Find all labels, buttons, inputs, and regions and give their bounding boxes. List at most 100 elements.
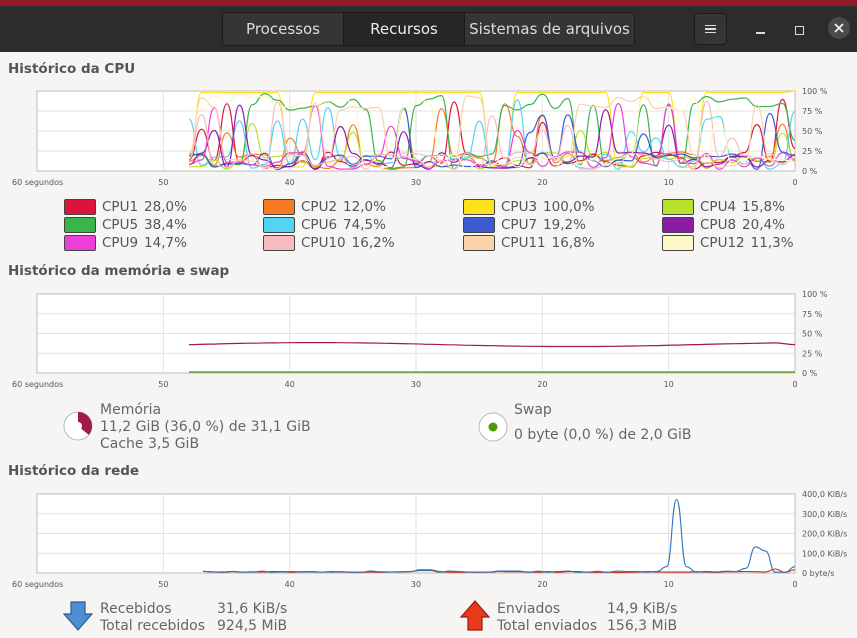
swap-label: Swap [514, 402, 552, 418]
cpu-legend-item[interactable]: CPU8 20,4% [662, 217, 785, 233]
sent-rate: 14,9 KiB/s [607, 601, 678, 617]
x-tick-label: 20 [537, 178, 547, 187]
total-received-label: Total recebidos [100, 618, 206, 634]
color-swatch[interactable] [662, 217, 694, 233]
maximize-button[interactable] [789, 20, 809, 40]
cpu-legend: CPU1 28,0% CPU2 12,0% CPU3 100,0% CPU4 15,8% CPU… [0, 199, 857, 255]
color-swatch[interactable] [463, 199, 495, 215]
cpu-legend-value: 16,8% [551, 235, 595, 251]
menu-button[interactable] [694, 13, 727, 45]
y-tick-label: 50 % [802, 330, 823, 339]
y-tick-label: 0 % [802, 167, 818, 176]
network-history-title: Histórico da rede [8, 463, 140, 479]
cpu-legend-label: CPU11 [501, 235, 546, 251]
y-tick-label: 75 % [802, 310, 823, 319]
total-received-value: 924,5 MiB [217, 618, 288, 634]
received-series-line [202, 498, 796, 573]
sent-values: 14,9 KiB/s 156,3 MiB [607, 601, 677, 635]
x-tick-label: 10 [664, 380, 674, 389]
y-tick-label: 0 % [802, 369, 818, 378]
cpu-legend-value: 20,4% [742, 217, 785, 233]
cpu-legend-item[interactable]: CPU7 19,2% [463, 217, 586, 233]
cpu-legend-item[interactable]: CPU4 15,8% [662, 199, 785, 215]
close-button[interactable] [828, 17, 850, 39]
memory-info: Memória 11,2 GiB (36,0 %) de 31,1 GiB Ca… [100, 402, 311, 453]
y-tick-label: 200,0 KiB/s [802, 530, 847, 539]
memory-series-line [188, 342, 796, 348]
x-tick-label: 10 [664, 580, 674, 589]
x-tick-label: 20 [537, 380, 547, 389]
cpu-legend-label: CPU8 [700, 217, 737, 233]
total-sent-label: Total enviados [497, 618, 598, 634]
swap-info: Swap 0 byte (0,0 %) de 2,0 GiB [514, 402, 691, 444]
cpu-legend-value: 11,3% [750, 235, 794, 251]
upload-arrow-icon [460, 600, 490, 631]
cpu-legend-item[interactable]: CPU5 38,4% [64, 217, 187, 233]
tab-sistemas-de-arquivos[interactable]: Sistemas de arquivos [465, 13, 634, 45]
memory-cache: Cache 3,5 GiB [100, 436, 200, 452]
cpu-legend-value: 100,0% [543, 199, 595, 215]
cpu-legend-item[interactable]: CPU2 12,0% [263, 199, 386, 215]
x-tick-label: 50 [158, 178, 168, 187]
cpu-legend-label: CPU1 [102, 199, 139, 215]
y-tick-label: 75 % [802, 107, 823, 116]
x-tick-label: 50 [158, 380, 168, 389]
y-tick-label: 25 % [802, 147, 823, 156]
color-swatch[interactable] [64, 235, 96, 251]
minimize-button[interactable] [750, 20, 770, 40]
y-tick-label: 400,0 KiB/s [802, 490, 847, 499]
hamburger-icon [705, 23, 716, 36]
color-swatch[interactable] [463, 217, 495, 233]
sent-label: Enviados [497, 601, 561, 617]
cpu-legend-label: CPU5 [102, 217, 139, 233]
download-arrow-icon [63, 601, 93, 631]
tab-recursos[interactable]: Recursos [344, 13, 465, 45]
view-switcher: Processos Recursos Sistemas de arquivos [222, 12, 635, 46]
color-swatch[interactable] [263, 217, 295, 233]
y-tick-label: 0 byte/s [802, 569, 834, 578]
memory-label: Memória [100, 402, 162, 418]
y-tick-label: 100,0 KiB/s [802, 549, 847, 558]
cpu-legend-value: 14,7% [144, 235, 187, 251]
y-tick-label: 25 % [802, 349, 823, 358]
x-tick-label: 0 [792, 380, 797, 389]
cpu-legend-label: CPU9 [102, 235, 139, 251]
memory-history-chart: 60 segundos 50 40 30 20 10 0 100 % 75 % 50 % 25 % 0… [12, 290, 828, 389]
color-swatch[interactable] [263, 235, 295, 251]
x-tick-label: 30 [411, 178, 421, 187]
network-history-chart: 60 segundos 50 40 30 20 10 0 400,0 KiB/s 300,0 K… [12, 490, 847, 589]
cpu-legend-value: 12,0% [343, 199, 386, 215]
cpu-legend-label: CPU3 [501, 199, 538, 215]
color-swatch[interactable] [64, 217, 96, 233]
minimize-icon [755, 32, 765, 34]
cpu-legend-item[interactable]: CPU3 100,0% [463, 199, 595, 215]
cpu-history-chart: 60 segundos 50 40 30 20 10 0 100 % 75 % 50 % 25 % 0… [12, 87, 828, 187]
memory-history-title: Histórico da memória e swap [8, 263, 230, 279]
y-tick-label: 100 % [802, 87, 828, 96]
color-swatch[interactable] [662, 199, 694, 215]
cpu-legend-label: CPU4 [700, 199, 737, 215]
cpu-legend-item[interactable]: CPU10 16,2% [263, 235, 395, 251]
color-swatch[interactable] [463, 235, 495, 251]
cpu-series-line [188, 95, 796, 170]
color-swatch[interactable] [64, 199, 96, 215]
x-axis-start-label: 60 segundos [12, 580, 63, 589]
cpu-legend-item[interactable]: CPU12 11,3% [662, 235, 794, 251]
cpu-legend-item[interactable]: CPU11 16,8% [463, 235, 595, 251]
sent-info: Enviados Total enviados [497, 601, 597, 635]
cpu-legend-item[interactable]: CPU6 74,5% [263, 217, 386, 233]
header-bar: Processos Recursos Sistemas de arquivos [0, 0, 857, 52]
cpu-legend-item[interactable]: CPU1 28,0% [64, 199, 187, 215]
swap-pie-icon[interactable] [477, 411, 509, 443]
color-swatch[interactable] [662, 235, 694, 251]
cpu-legend-item[interactable]: CPU9 14,7% [64, 235, 187, 251]
cpu-legend-label: CPU10 [301, 235, 346, 251]
memory-pie-icon[interactable] [62, 410, 94, 442]
color-swatch[interactable] [263, 199, 295, 215]
cpu-legend-value: 28,0% [144, 199, 187, 215]
cpu-legend-value: 74,5% [343, 217, 386, 233]
x-tick-label: 50 [158, 580, 168, 589]
tab-processos[interactable]: Processos [223, 13, 344, 45]
y-tick-label: 100 % [802, 290, 828, 299]
x-axis-start-label: 60 segundos [12, 178, 63, 187]
